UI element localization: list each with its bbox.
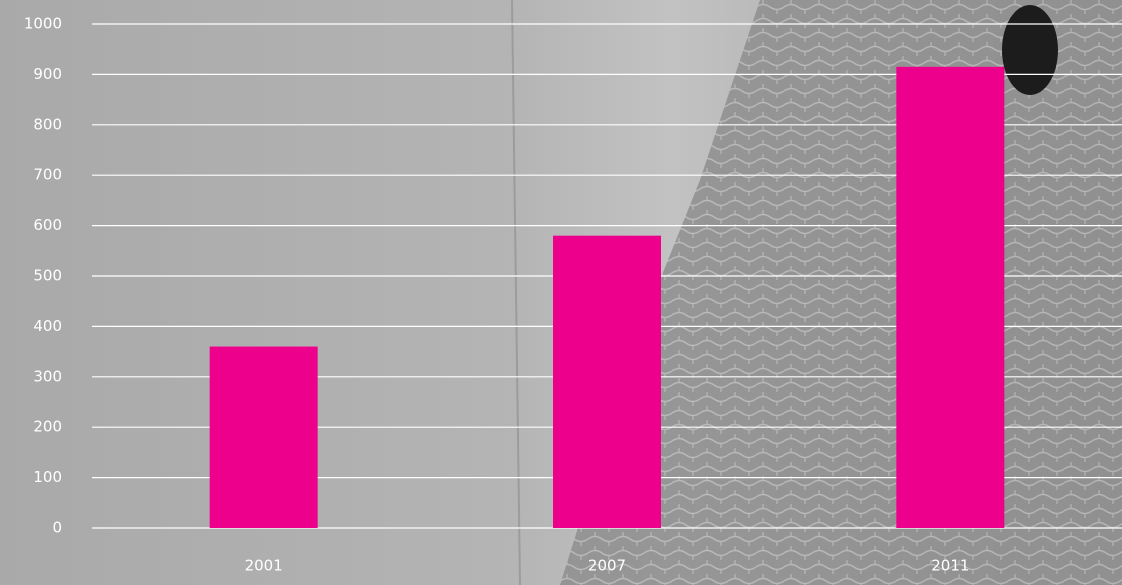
background-edge (511, 0, 521, 585)
y-tick-label: 900 (33, 65, 62, 83)
y-tick-label: 400 (33, 317, 62, 335)
y-tick-label: 600 (33, 216, 62, 234)
bar (553, 235, 661, 528)
bar (896, 66, 1005, 528)
y-tick-label: 100 (33, 468, 62, 486)
x-tick-label: 2007 (588, 557, 626, 575)
y-tick-label: 300 (33, 367, 62, 385)
y-tick-label: 800 (33, 115, 62, 133)
bar (209, 346, 318, 528)
y-tick-label: 700 (33, 166, 62, 184)
background-figure (1002, 5, 1058, 95)
plot-area: 0 100 200 300 400 500 600 700 800 900 1000 2001 2007… (24, 15, 1122, 575)
x-tick-label: 2001 (245, 557, 283, 575)
y-tick-label: 500 (33, 267, 62, 285)
x-tick-label: 2011 (931, 557, 969, 575)
y-tick-label: 200 (33, 418, 62, 436)
y-tick-label: 0 (52, 519, 62, 537)
y-tick-label: 1000 (24, 15, 62, 33)
